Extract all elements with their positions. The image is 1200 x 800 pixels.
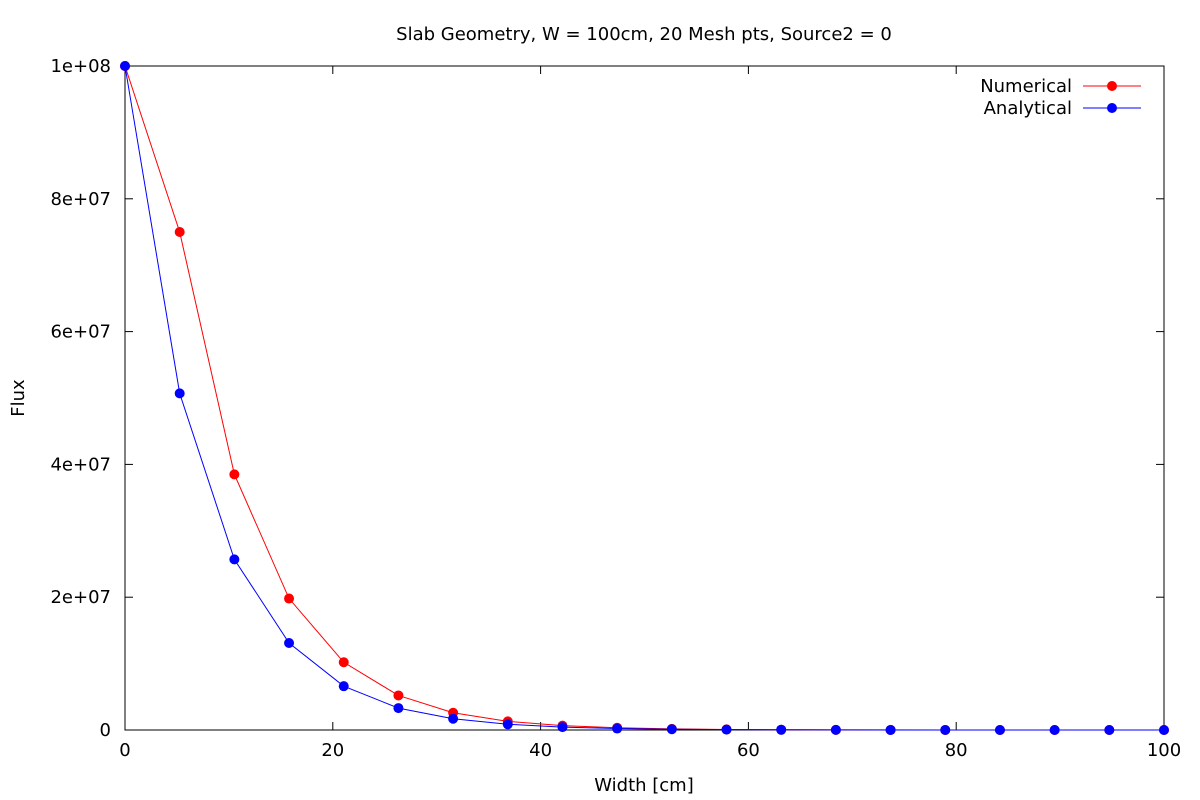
data-point-numerical [229, 469, 240, 480]
x-tick-label: 60 [737, 740, 760, 761]
y-tick-label: 4e+07 [50, 454, 111, 475]
data-point-analytical [885, 724, 896, 735]
x-tick-label: 40 [529, 740, 552, 761]
legend-label: Analytical [984, 98, 1072, 119]
y-tick-label: 8e+07 [50, 189, 111, 210]
data-point-analytical [284, 638, 295, 649]
data-point-analytical [830, 724, 841, 735]
data-point-numerical [393, 690, 404, 701]
x-tick-label: 0 [119, 740, 130, 761]
series-analytical [120, 61, 1169, 735]
data-point-analytical [666, 724, 677, 735]
data-point-analytical [120, 61, 130, 71]
y-axis-title: Flux [8, 379, 29, 417]
x-tick-label: 80 [945, 740, 968, 761]
legend-marker [1107, 81, 1117, 91]
x-tick-label: 100 [1147, 740, 1181, 761]
x-tick-label: 20 [321, 740, 344, 761]
data-point-analytical [721, 724, 732, 735]
y-tick-label: 2e+07 [50, 587, 111, 608]
data-point-analytical [393, 703, 404, 714]
data-point-analytical [1104, 724, 1115, 735]
y-tick-label: 0 [100, 720, 111, 741]
data-point-analytical [557, 722, 568, 733]
series-layer [120, 61, 1169, 735]
axis-ticks: 0 20 40 60 80 100 0 2e+07 4e+07 6e+07 8e+07 1e+08 [50, 56, 1181, 761]
plot-frame [124, 65, 1165, 731]
data-point-analytical [448, 713, 459, 724]
data-point-analytical [229, 554, 240, 565]
data-point-numerical [284, 593, 295, 604]
data-point-numerical [174, 227, 185, 237]
y-tick-label: 6e+07 [50, 322, 111, 343]
data-point-analytical [1159, 725, 1169, 735]
data-point-analytical [612, 723, 623, 734]
data-point-analytical [502, 719, 513, 730]
series-line-analytical [124, 65, 1164, 731]
chart-title: Slab Geometry, W = 100cm, 20 Mesh pts, S… [396, 24, 892, 45]
data-point-analytical [940, 724, 951, 735]
data-point-analytical [338, 681, 349, 692]
x-axis-title: Width [cm] [594, 775, 694, 796]
legend-label: Numerical [980, 76, 1072, 97]
data-point-analytical [174, 388, 185, 399]
data-point-analytical [994, 724, 1005, 735]
data-point-analytical [1049, 724, 1060, 735]
series-numerical [120, 61, 1169, 735]
legend-marker [1107, 103, 1117, 113]
y-tick-label: 1e+08 [50, 56, 111, 77]
data-point-analytical [776, 724, 787, 735]
data-point-numerical [338, 657, 349, 668]
